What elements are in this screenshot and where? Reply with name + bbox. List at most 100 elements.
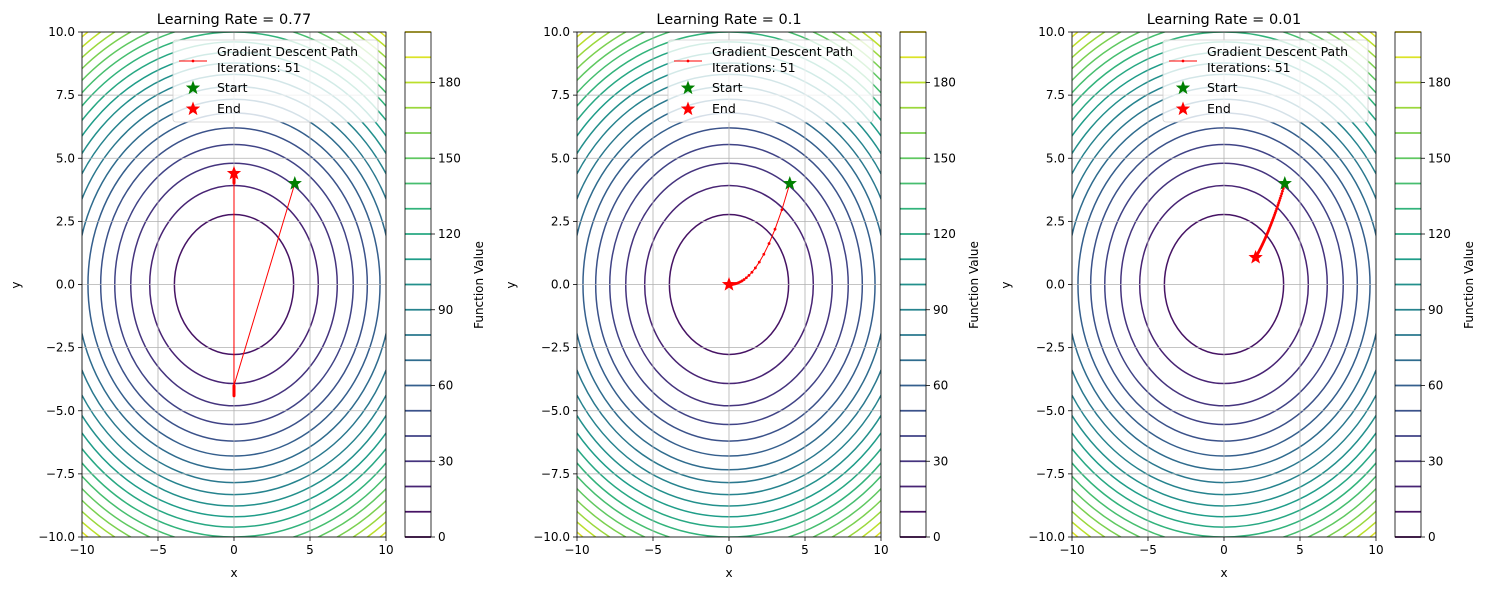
legend-iterations-label: Iterations: 51 bbox=[1207, 60, 1291, 75]
x-tick-label: 0 bbox=[230, 543, 238, 557]
colorbar-tick-label: 180 bbox=[933, 76, 956, 90]
legend-path-point-icon bbox=[191, 59, 195, 63]
path-point-8 bbox=[1277, 201, 1281, 205]
y-tick-label: 7.5 bbox=[551, 88, 570, 102]
colorbar-tick-label: 30 bbox=[1428, 454, 1443, 468]
x-tick-label: 5 bbox=[1296, 543, 1304, 557]
y-tick-label: 5.0 bbox=[56, 151, 75, 165]
y-tick-label: −2.5 bbox=[1036, 341, 1065, 355]
x-axis-label: x bbox=[725, 566, 732, 580]
chart-title: Learning Rate = 0.77 bbox=[157, 12, 311, 28]
subplot-2: −10 −5 0 5 10 −10.0 −7.5 −5.0 −2.5 0.0 2.5 5.0 7.5 10… bbox=[504, 12, 981, 580]
y-tick-label: 10.0 bbox=[48, 25, 75, 39]
y-tick-label: 0.0 bbox=[551, 278, 570, 292]
colorbar-tick-label: 180 bbox=[1428, 76, 1451, 90]
x-tick-label: −10 bbox=[69, 543, 94, 557]
path-point-2 bbox=[773, 227, 777, 231]
colorbar-tick-label: 60 bbox=[933, 379, 948, 393]
colorbar-tick-label: 150 bbox=[933, 151, 956, 165]
colorbar-tick-label: 30 bbox=[438, 454, 453, 468]
legend-box bbox=[667, 39, 874, 123]
y-tick-label: 0.0 bbox=[1046, 278, 1065, 292]
legend-end-label: End bbox=[1207, 101, 1231, 116]
y-tick-label: −2.5 bbox=[541, 341, 570, 355]
y-tick-label: 5.0 bbox=[551, 151, 570, 165]
colorbar-tick-label: 0 bbox=[438, 530, 446, 544]
colorbar-frame bbox=[404, 31, 432, 538]
path-point-5 bbox=[757, 260, 761, 264]
start-marker bbox=[782, 176, 797, 190]
colorbar-tick-label: 180 bbox=[438, 76, 461, 90]
colorbar-tick-label: 120 bbox=[1428, 227, 1451, 241]
legend-path-point-icon bbox=[1181, 59, 1185, 63]
path-point-9 bbox=[744, 276, 748, 280]
colorbar-tick-label: 150 bbox=[438, 151, 461, 165]
start-marker bbox=[287, 176, 302, 190]
path-point-7 bbox=[750, 270, 754, 274]
path-point-49 bbox=[232, 394, 236, 398]
chart-title: Learning Rate = 0.01 bbox=[1147, 12, 1301, 28]
path-point-6 bbox=[753, 266, 757, 270]
legend-start-label: Start bbox=[1207, 80, 1238, 95]
y-tick-label: −10.0 bbox=[38, 530, 75, 544]
legend-end-label: End bbox=[217, 101, 241, 116]
start-marker bbox=[1277, 176, 1292, 190]
colorbar-tick-label: 90 bbox=[933, 303, 948, 317]
y-axis-label: y bbox=[9, 281, 23, 288]
colorbar: 0 30 60 90 120 150 180 Function Value bbox=[899, 31, 981, 544]
colorbar-label: Function Value bbox=[472, 241, 486, 329]
y-tick-label: 5.0 bbox=[1046, 151, 1065, 165]
path-point-8 bbox=[747, 274, 751, 277]
colorbar-tick-label: 90 bbox=[438, 303, 453, 317]
y-tick-label: 10.0 bbox=[543, 25, 570, 39]
x-tick-label: 10 bbox=[873, 543, 888, 557]
legend-path-label: Gradient Descent Path bbox=[217, 44, 358, 59]
y-tick-label: 0.0 bbox=[56, 278, 75, 292]
path-point-3 bbox=[767, 242, 771, 245]
x-tick-label: 10 bbox=[1368, 543, 1383, 557]
colorbar-tick-label: 60 bbox=[438, 379, 453, 393]
x-tick-label: −10 bbox=[1059, 543, 1084, 557]
path-point-1 bbox=[780, 208, 784, 212]
y-tick-label: −5.0 bbox=[1036, 404, 1065, 418]
legend-box bbox=[1162, 39, 1369, 123]
y-tick-label: −7.5 bbox=[46, 467, 75, 481]
legend-path-label: Gradient Descent Path bbox=[1207, 44, 1348, 59]
x-tick-label: −5 bbox=[149, 543, 167, 557]
legend-end-star-icon bbox=[185, 101, 201, 116]
colorbar-tick-label: 120 bbox=[933, 227, 956, 241]
colorbar-tick-label: 120 bbox=[438, 227, 461, 241]
chart-title: Learning Rate = 0.1 bbox=[656, 12, 801, 28]
colorbar: 0 30 60 90 120 150 180 Function Value bbox=[404, 31, 486, 544]
y-tick-label: −10.0 bbox=[533, 530, 570, 544]
colorbar-tick-label: 0 bbox=[1428, 530, 1436, 544]
colorbar-tick-label: 150 bbox=[1428, 151, 1451, 165]
end-marker bbox=[1248, 249, 1263, 264]
path-point-4 bbox=[762, 252, 766, 256]
colorbar-tick-label: 30 bbox=[933, 454, 948, 468]
y-tick-label: 10.0 bbox=[1038, 25, 1065, 39]
legend-end-label: End bbox=[712, 101, 736, 116]
colorbar-frame bbox=[899, 31, 927, 538]
y-tick-label: 2.5 bbox=[551, 214, 570, 228]
legend-start-label: Start bbox=[712, 80, 743, 95]
x-tick-label: −5 bbox=[644, 543, 662, 557]
x-tick-label: 5 bbox=[306, 543, 314, 557]
x-tick-label: 10 bbox=[378, 543, 393, 557]
colorbar: 0 30 60 90 120 150 180 Function Value bbox=[1394, 31, 1476, 544]
legend-box bbox=[172, 39, 379, 123]
y-tick-label: 2.5 bbox=[1046, 214, 1065, 228]
y-axis-label: y bbox=[999, 281, 1013, 288]
y-tick-label: 7.5 bbox=[1046, 88, 1065, 102]
colorbar-label: Function Value bbox=[1462, 241, 1476, 329]
y-tick-label: −7.5 bbox=[1036, 467, 1065, 481]
gradient-descent-path bbox=[727, 182, 792, 286]
y-axis-label: y bbox=[504, 281, 518, 288]
colorbar-tick-label: 60 bbox=[1428, 379, 1443, 393]
legend-start-star-icon bbox=[680, 80, 696, 95]
y-tick-label: −5.0 bbox=[541, 404, 570, 418]
legend-start-star-icon bbox=[185, 80, 201, 95]
path-point-3 bbox=[1281, 189, 1284, 193]
